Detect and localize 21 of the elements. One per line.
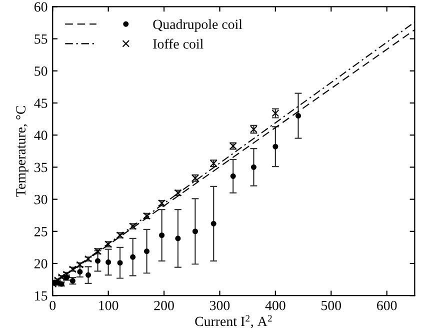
x-tick-label: 300 [210, 300, 230, 310]
legend-label: Ioffe coil [153, 38, 204, 49]
y-axis-title: Temperature, °C [16, 106, 28, 197]
x-tick-label: 0 [50, 300, 56, 310]
y-tick-label: 20 [34, 259, 48, 268]
y-tick-label: 45 [34, 98, 48, 108]
y-tick-label: 55 [34, 34, 48, 44]
x-tick-label: 500 [322, 300, 342, 310]
y-tick-label: 60 [34, 2, 48, 12]
y-tick-label: 30 [34, 194, 48, 204]
x-tick-label: 100 [99, 300, 118, 310]
y-tick-label: 15 [35, 291, 48, 301]
y-tick-label: 25 [34, 227, 48, 236]
y-tick-label: 50 [34, 66, 48, 76]
x-tick-label: 600 [377, 300, 397, 310]
x-axis-title: Current I$^{2}$, A$^{2}$ [195, 315, 272, 328]
y-tick-label: 35 [34, 162, 48, 172]
y-tick-label: 40 [34, 130, 48, 140]
x-tick-label: 200 [154, 300, 174, 310]
x-tick-label: 400 [265, 300, 286, 310]
legend-label: Quadrupole coil [153, 19, 242, 32]
